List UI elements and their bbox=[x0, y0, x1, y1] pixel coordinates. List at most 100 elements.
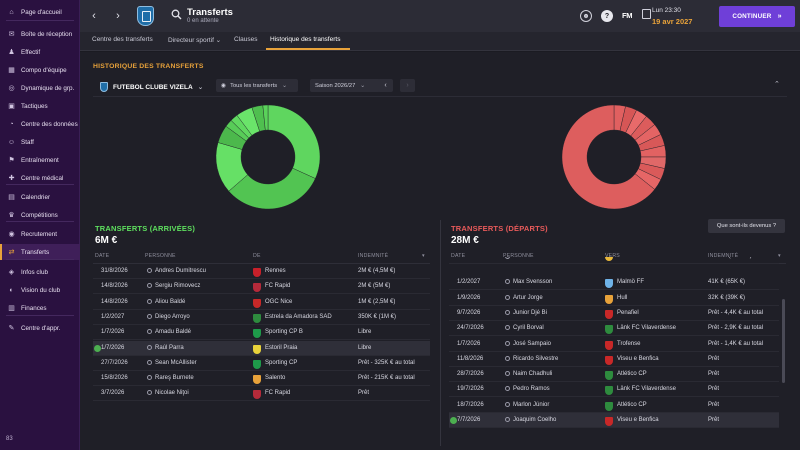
table-row[interactable]: 1/7/2026 José Sampaio Trofense Prêt - 1,4K … bbox=[449, 337, 779, 352]
sidebar-item-trophy[interactable]: ♛ Compétitions bbox=[0, 207, 80, 223]
column-fee[interactable]: INDEMNITÉ bbox=[358, 253, 389, 259]
club-name[interactable]: Länk FC Vilaverdense bbox=[617, 386, 676, 393]
back-icon[interactable]: ‹ bbox=[92, 10, 96, 22]
club-name[interactable]: Malmö FF bbox=[617, 279, 644, 286]
club-name[interactable]: Salento bbox=[265, 375, 286, 382]
sidebar-item-development[interactable]: ✎ Centre d'appr. bbox=[0, 320, 80, 336]
club-name[interactable]: OGC Nice bbox=[265, 298, 293, 305]
club-selector[interactable]: FUTEBOL CLUBE VIZELA ⌄ bbox=[100, 82, 203, 92]
person-name[interactable]: Nicolae Niţoi bbox=[155, 390, 189, 397]
sidebar-item-club-info[interactable]: ◈ Infos club bbox=[0, 264, 80, 280]
sidebar-item-dynamics[interactable]: ◎ Dynamique de grp. bbox=[0, 80, 80, 96]
sidebar-item-finances[interactable]: ▥ Finances bbox=[0, 300, 80, 316]
person-name[interactable]: Sergiu Rimovecz bbox=[155, 283, 201, 290]
social-icon[interactable]: ☻ bbox=[580, 10, 592, 22]
sort-icon[interactable]: ▾ bbox=[422, 253, 425, 259]
help-icon[interactable]: ? bbox=[601, 10, 613, 22]
person-name[interactable]: Cyril Borval bbox=[513, 325, 544, 332]
club-name[interactable]: Sporting CP B bbox=[265, 329, 303, 336]
table-row[interactable]: 3/7/2026 Nicolae Niţoi FC Rapid Prêt bbox=[93, 386, 430, 402]
club-name[interactable]: Länk FC Vilaverdense bbox=[617, 325, 676, 332]
table-row[interactable]: 1/2/2027 Diego Arroyo Estrela da Amadora S… bbox=[93, 310, 430, 325]
person-name[interactable]: Raúl Parra bbox=[155, 344, 184, 351]
table-row[interactable]: 9/7/2026 Junior Djé Bi Penafiel Prêt - 4,4K… bbox=[449, 306, 779, 321]
sidebar-item-formation[interactable]: ▦ Compo d'équipe bbox=[0, 62, 80, 78]
person-name[interactable]: Marlon Júnior bbox=[513, 401, 550, 408]
table-row[interactable]: 7/7/2026 Joaquim Coelho Viseu e Benfica Prê… bbox=[449, 413, 779, 428]
column-person[interactable]: PERSONNE bbox=[145, 253, 176, 259]
person-name[interactable]: Junior Djé Bi bbox=[513, 309, 548, 316]
tab-clauses[interactable]: Clauses bbox=[234, 36, 258, 43]
sidebar-item-home[interactable]: ⌂ Page d'accueil bbox=[0, 4, 80, 20]
forward-icon[interactable]: › bbox=[116, 10, 120, 22]
club-name[interactable]: Estrela da Amadora SAD bbox=[265, 313, 332, 320]
club-name[interactable]: Penafiel bbox=[617, 309, 639, 316]
sort-icon[interactable]: ▾ bbox=[778, 253, 781, 259]
sidebar-item-squad[interactable]: ♟ Effectif bbox=[0, 44, 80, 60]
club-name[interactable]: FC Rapid bbox=[265, 283, 291, 290]
column-to[interactable]: VERS bbox=[605, 253, 620, 259]
club-name[interactable]: Viseu e Benfica bbox=[617, 355, 659, 362]
club-name[interactable]: Rennes bbox=[265, 268, 286, 274]
club-name[interactable]: FC Rapid bbox=[265, 390, 291, 397]
departures-donut-slice[interactable] bbox=[562, 105, 655, 209]
table-row[interactable]: 1/9/2026 Artur Jorge Hull 32K € (39K €) bbox=[449, 291, 779, 306]
person-name[interactable]: Ricardo Silvestre bbox=[513, 355, 559, 362]
arrivals-donut-slice[interactable] bbox=[262, 105, 269, 131]
sidebar-item-calendar[interactable]: ▤ Calendrier bbox=[0, 189, 80, 205]
table-row[interactable]: 1/7/2026 Amadu Baldé Sporting CP B Libre bbox=[93, 325, 430, 341]
tab-transfer-history[interactable]: Historique des transferts bbox=[270, 36, 341, 43]
club-name[interactable]: Trofense bbox=[617, 340, 641, 347]
table-row[interactable]: 1/2/2027 Max Svensson Malmö FF 41K € (65K €… bbox=[449, 275, 779, 291]
arrivals-donut-slice[interactable] bbox=[267, 105, 320, 179]
fm-logo[interactable]: FM bbox=[622, 11, 633, 20]
club-name[interactable]: AVS SAD bbox=[617, 257, 643, 259]
sidebar-item-club-vision[interactable]: ◐ Vision du club bbox=[0, 282, 80, 298]
club-name[interactable]: Atlético CP bbox=[617, 401, 647, 408]
person-name[interactable]: Max Svensson bbox=[513, 279, 553, 286]
club-name[interactable]: Viseu e Benfica bbox=[617, 417, 659, 423]
table-row[interactable]: 14/8/2026 Aliou Baldé OGC Nice 1M € (2,5M €… bbox=[93, 295, 430, 310]
table-row[interactable]: 1/7/2026 Raúl Parra Estoril Praia Libre bbox=[93, 340, 430, 356]
sidebar-item-staff[interactable]: ☺ Staff bbox=[0, 134, 80, 150]
table-row[interactable]: 24/7/2026 Cyril Borval Länk FC Vilaverdens… bbox=[449, 321, 779, 337]
previous-season-button[interactable]: ‹ bbox=[378, 79, 393, 92]
club-badge-icon[interactable] bbox=[137, 6, 154, 26]
person-name[interactable]: Raúl Parra bbox=[513, 257, 542, 259]
what-became-of-them-button[interactable]: Que sont-ils devenus ? bbox=[708, 219, 785, 233]
column-from[interactable]: DE bbox=[253, 253, 261, 259]
person-name[interactable]: Naim Chadhuli bbox=[513, 371, 553, 378]
club-name[interactable]: Hull bbox=[617, 294, 628, 301]
table-row[interactable]: 31/8/2026 Andres Dumitrescu Rennes 2M € (4,… bbox=[93, 264, 430, 279]
table-row[interactable]: 11/8/2026 Ricardo Silvestre Viseu e Benfic… bbox=[449, 352, 779, 367]
sidebar-item-inbox[interactable]: ✉ Boîte de réception bbox=[0, 26, 80, 42]
person-name[interactable]: Diego Arroyo bbox=[155, 313, 190, 320]
sidebar-item-tactics[interactable]: ▣ Tactiques bbox=[0, 98, 80, 114]
person-name[interactable]: Rareş Burnete bbox=[155, 375, 194, 382]
tab-director-of-football[interactable]: Directeur sportif ⌄ bbox=[168, 37, 222, 44]
departures-scrollbar[interactable] bbox=[782, 299, 785, 383]
table-row[interactable]: 27/7/2026 Sean McAllister Sporting CP Prêt … bbox=[93, 356, 430, 371]
club-name[interactable]: Estoril Praia bbox=[265, 344, 298, 351]
person-name[interactable]: Pedro Ramos bbox=[513, 386, 550, 393]
sidebar-item-scouting[interactable]: ◉ Recrutement bbox=[0, 226, 80, 242]
person-name[interactable]: Joaquim Coelho bbox=[513, 417, 557, 423]
table-row[interactable]: 28/7/2026 Naim Chadhuli Atlético CP Prêt bbox=[449, 367, 779, 383]
collapse-icon[interactable]: ⌃ bbox=[774, 81, 780, 88]
person-name[interactable]: José Sampaio bbox=[513, 340, 552, 347]
column-fee[interactable]: INDEMNITÉ bbox=[708, 253, 739, 259]
sidebar-item-training[interactable]: ⚑ Entraînement bbox=[0, 152, 80, 168]
person-name[interactable]: Andres Dumitrescu bbox=[155, 268, 207, 274]
table-row[interactable]: 19/7/2026 Pedro Ramos Länk FC Vilaverdense… bbox=[449, 382, 779, 398]
search-icon[interactable] bbox=[171, 9, 183, 21]
next-season-button[interactable]: › bbox=[400, 79, 415, 92]
person-name[interactable]: Sean McAllister bbox=[155, 359, 197, 366]
person-name[interactable]: Artur Jorge bbox=[513, 294, 543, 301]
club-name[interactable]: Atlético CP bbox=[617, 371, 647, 378]
sidebar-item-medical[interactable]: ✚ Centre médical bbox=[0, 170, 80, 186]
person-name[interactable]: Amadu Baldé bbox=[155, 329, 192, 336]
sidebar-item-data[interactable]: ◔ Centre des données bbox=[0, 116, 80, 132]
table-row[interactable]: 4/1/2027 Raúl Parra AVS SAD 190K € (230K €) bbox=[449, 257, 779, 264]
column-person[interactable]: PERSONNE bbox=[503, 253, 534, 259]
column-date[interactable]: DATE bbox=[95, 253, 110, 259]
